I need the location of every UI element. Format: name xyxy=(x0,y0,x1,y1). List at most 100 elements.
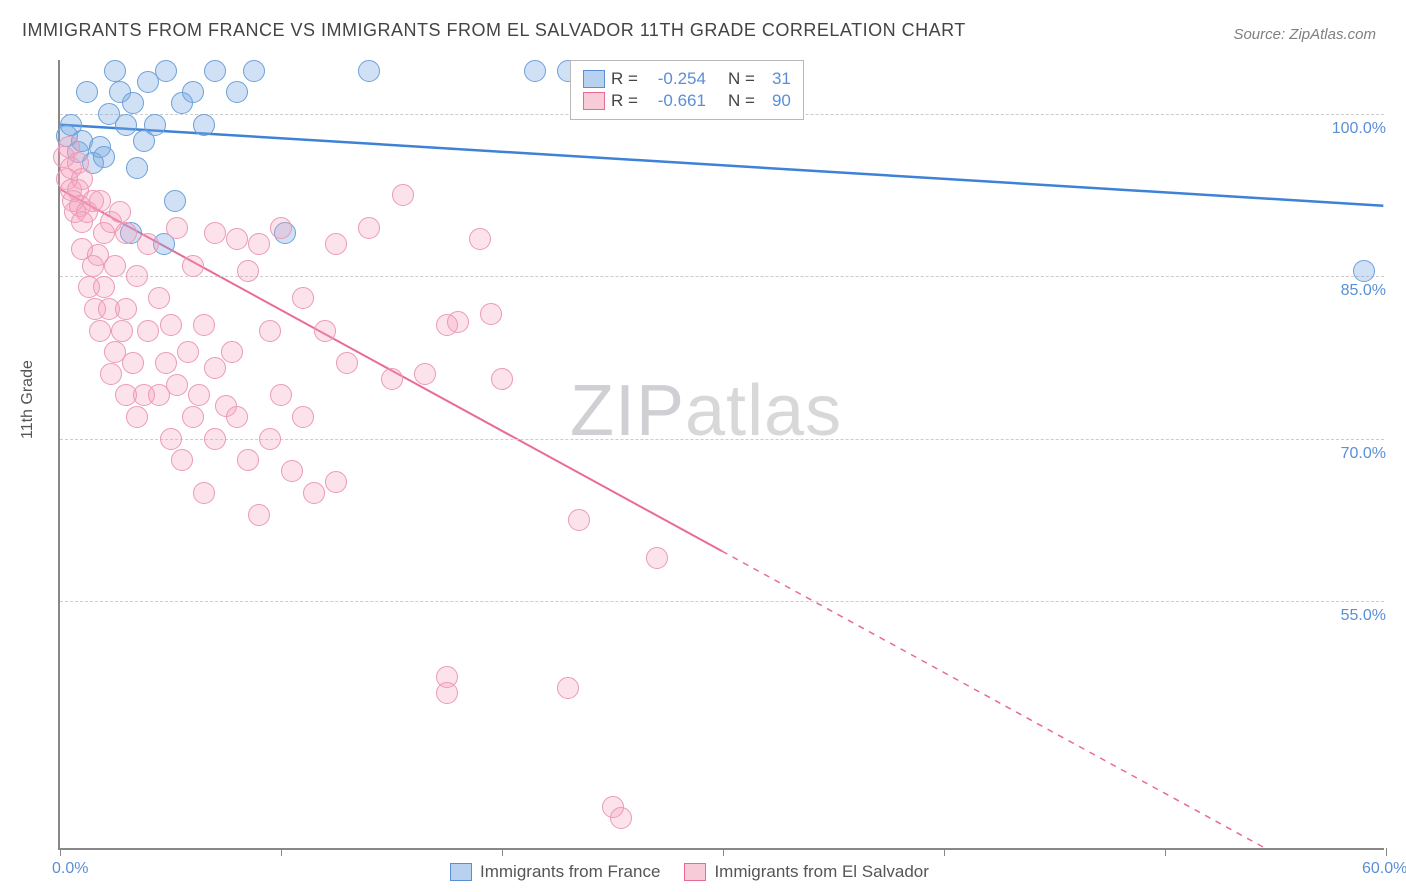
r-value: -0.661 xyxy=(644,91,706,111)
scatter-point xyxy=(93,146,115,168)
scatter-point xyxy=(171,449,193,471)
x-tick xyxy=(944,848,945,856)
scatter-point xyxy=(259,320,281,342)
y-tick-label: 55.0% xyxy=(1341,607,1386,625)
scatter-point xyxy=(204,357,226,379)
scatter-point xyxy=(160,314,182,336)
n-label: N = xyxy=(728,69,755,89)
scatter-point xyxy=(491,368,513,390)
scatter-point xyxy=(381,368,403,390)
scatter-point xyxy=(358,60,380,82)
legend-series: Immigrants from France Immigrants from El… xyxy=(450,862,929,882)
scatter-point xyxy=(193,114,215,136)
scatter-point xyxy=(164,190,186,212)
scatter-point xyxy=(436,682,458,704)
scatter-point xyxy=(122,92,144,114)
gridline-horizontal xyxy=(60,276,1384,277)
scatter-point xyxy=(248,233,270,255)
legend-swatch xyxy=(583,70,605,88)
y-axis-label: 11th Grade xyxy=(19,360,37,439)
x-tick xyxy=(502,848,503,856)
scatter-point xyxy=(89,320,111,342)
x-tick-label: 60.0% xyxy=(1362,860,1406,878)
n-value: 31 xyxy=(761,69,791,89)
scatter-point xyxy=(115,114,137,136)
scatter-point xyxy=(248,504,270,526)
scatter-point xyxy=(182,81,204,103)
scatter-point xyxy=(270,217,292,239)
scatter-point xyxy=(392,184,414,206)
scatter-point xyxy=(204,60,226,82)
scatter-point xyxy=(122,352,144,374)
source-attribution: Source: ZipAtlas.com xyxy=(1233,26,1376,43)
scatter-point xyxy=(93,276,115,298)
scatter-point xyxy=(524,60,546,82)
scatter-point xyxy=(177,341,199,363)
x-tick xyxy=(281,848,282,856)
scatter-point xyxy=(100,363,122,385)
scatter-point xyxy=(292,287,314,309)
scatter-point xyxy=(166,374,188,396)
scatter-point xyxy=(144,114,166,136)
x-tick xyxy=(1165,848,1166,856)
scatter-point xyxy=(182,255,204,277)
scatter-point xyxy=(646,547,668,569)
scatter-point xyxy=(259,428,281,450)
scatter-point xyxy=(480,303,502,325)
scatter-point xyxy=(109,201,131,223)
scatter-point xyxy=(71,168,93,190)
x-tick xyxy=(723,848,724,856)
scatter-point xyxy=(126,265,148,287)
scatter-point xyxy=(137,320,159,342)
scatter-point xyxy=(155,352,177,374)
regression-lines-overlay xyxy=(60,60,1384,848)
n-value: 90 xyxy=(761,91,791,111)
scatter-point xyxy=(115,222,137,244)
legend-swatch xyxy=(583,92,605,110)
y-tick-label: 85.0% xyxy=(1341,282,1386,300)
scatter-point xyxy=(104,60,126,82)
r-label: R = xyxy=(611,69,638,89)
scatter-point xyxy=(126,406,148,428)
n-label: N = xyxy=(728,91,755,111)
scatter-point xyxy=(292,406,314,428)
scatter-point xyxy=(89,190,111,212)
scatter-point xyxy=(358,217,380,239)
scatter-point xyxy=(270,384,292,406)
y-tick-label: 70.0% xyxy=(1341,445,1386,463)
scatter-point xyxy=(243,60,265,82)
scatter-point xyxy=(76,81,98,103)
chart-plot-area: ZIPatlas 55.0%70.0%85.0%100.0%0.0%60.0%R… xyxy=(58,60,1384,850)
legend-swatch xyxy=(450,863,472,881)
r-label: R = xyxy=(611,91,638,111)
scatter-point xyxy=(126,157,148,179)
scatter-point xyxy=(188,384,210,406)
scatter-point xyxy=(469,228,491,250)
scatter-point xyxy=(226,228,248,250)
scatter-point xyxy=(193,314,215,336)
scatter-point xyxy=(237,449,259,471)
scatter-point xyxy=(325,471,347,493)
scatter-point xyxy=(111,320,133,342)
gridline-horizontal xyxy=(60,601,1384,602)
scatter-point xyxy=(414,363,436,385)
legend-stats-row: R = -0.661 N = 90 xyxy=(583,91,791,111)
scatter-point xyxy=(281,460,303,482)
scatter-point xyxy=(204,428,226,450)
scatter-point xyxy=(166,217,188,239)
legend-stats: R = -0.254 N = 31 R = -0.661 N = 90 xyxy=(570,60,804,120)
legend-series-label: Immigrants from France xyxy=(480,862,660,882)
x-tick-label: 0.0% xyxy=(52,860,88,878)
chart-title: IMMIGRANTS FROM FRANCE VS IMMIGRANTS FRO… xyxy=(22,20,966,41)
legend-series-label: Immigrants from El Salvador xyxy=(714,862,928,882)
x-tick xyxy=(1386,848,1387,856)
scatter-point xyxy=(104,255,126,277)
scatter-point xyxy=(160,428,182,450)
scatter-point xyxy=(204,222,226,244)
scatter-point xyxy=(226,406,248,428)
scatter-point xyxy=(447,311,469,333)
scatter-point xyxy=(568,509,590,531)
scatter-point xyxy=(155,60,177,82)
scatter-point xyxy=(148,287,170,309)
r-value: -0.254 xyxy=(644,69,706,89)
